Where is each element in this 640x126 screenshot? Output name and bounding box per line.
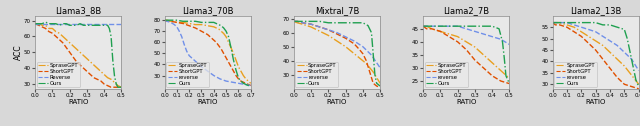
Legend: SpraseGPT, ShortGPT, Reverse, Ours: SpraseGPT, ShortGPT, Reverse, Ours <box>36 62 79 87</box>
Legend: SpraseGPT, ShortGPT, reverse, Ours: SpraseGPT, ShortGPT, reverse, Ours <box>296 62 339 87</box>
Title: Llama3_8B: Llama3_8B <box>55 6 101 15</box>
Y-axis label: ACC: ACC <box>13 44 22 60</box>
X-axis label: RATIO: RATIO <box>456 99 476 105</box>
Title: Llama3_70B: Llama3_70B <box>182 6 234 15</box>
Title: Llama2_7B: Llama2_7B <box>444 6 490 15</box>
Legend: SpraseGPT, ShortGPT, reverse, Ours: SpraseGPT, ShortGPT, reverse, Ours <box>166 62 209 87</box>
Legend: SpraseGPT, ShortGPT, reverse, Ours: SpraseGPT, ShortGPT, reverse, Ours <box>425 62 468 87</box>
Title: Mixtral_7B: Mixtral_7B <box>315 6 359 15</box>
X-axis label: RATIO: RATIO <box>198 99 218 105</box>
Legend: SpraseGPT, ShortGPT, reverse, Ours: SpraseGPT, ShortGPT, reverse, Ours <box>554 62 597 87</box>
Title: Llama2_13B: Llama2_13B <box>570 6 621 15</box>
X-axis label: RATIO: RATIO <box>327 99 347 105</box>
X-axis label: RATIO: RATIO <box>68 99 88 105</box>
X-axis label: RATIO: RATIO <box>586 99 606 105</box>
